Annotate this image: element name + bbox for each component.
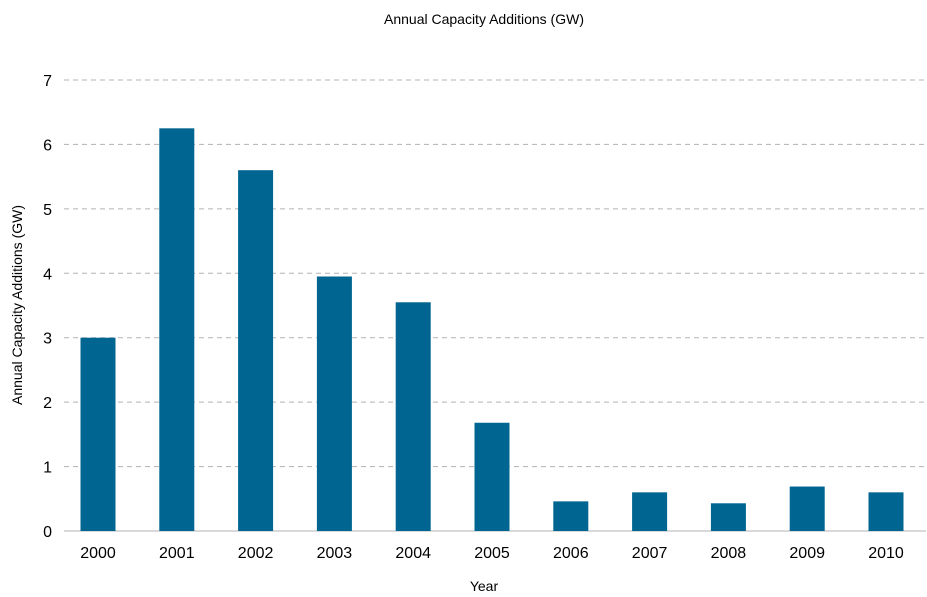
y-axis-label: Annual Capacity Additions (GW) bbox=[9, 205, 25, 405]
x-tick-label: 2009 bbox=[789, 545, 825, 562]
y-tick-label: 6 bbox=[43, 137, 52, 154]
x-tick-label: 2000 bbox=[80, 545, 116, 562]
y-tick-label: 0 bbox=[43, 524, 52, 541]
y-tick-label: 7 bbox=[43, 73, 52, 90]
y-axis-ticks: 0 1 2 3 4 5 6 7 bbox=[43, 73, 52, 541]
bar-2008 bbox=[710, 503, 746, 531]
bar-2004 bbox=[395, 302, 431, 531]
bars bbox=[80, 128, 904, 532]
x-axis-ticks: 2000 2001 2002 2003 2004 2005 2006 2007 2008 2009… bbox=[80, 545, 904, 562]
bar-2001 bbox=[159, 128, 195, 532]
bar-2003 bbox=[316, 276, 352, 531]
x-tick-label: 2001 bbox=[159, 545, 195, 562]
x-tick-label: 2005 bbox=[474, 545, 510, 562]
bar-2005 bbox=[474, 422, 510, 531]
bar-2000 bbox=[80, 337, 116, 531]
y-tick-label: 1 bbox=[43, 460, 52, 477]
x-tick-label: 2010 bbox=[868, 545, 904, 562]
x-tick-label: 2002 bbox=[238, 545, 274, 562]
y-tick-label: 3 bbox=[43, 331, 52, 348]
y-tick-label: 2 bbox=[43, 395, 52, 412]
chart-title: Annual Capacity Additions (GW) bbox=[384, 11, 584, 27]
x-tick-label: 2008 bbox=[711, 545, 747, 562]
y-tick-label: 4 bbox=[43, 266, 52, 283]
bar-2007 bbox=[632, 492, 668, 531]
bar-2002 bbox=[238, 170, 274, 531]
bar-2009 bbox=[789, 486, 825, 531]
x-tick-label: 2003 bbox=[317, 545, 353, 562]
bar-2010 bbox=[868, 492, 904, 531]
y-tick-label: 5 bbox=[43, 202, 52, 219]
x-tick-label: 2007 bbox=[632, 545, 668, 562]
bar-2006 bbox=[553, 501, 589, 531]
x-tick-label: 2004 bbox=[395, 545, 431, 562]
x-axis-label: Year bbox=[470, 578, 499, 594]
x-tick-label: 2006 bbox=[553, 545, 589, 562]
